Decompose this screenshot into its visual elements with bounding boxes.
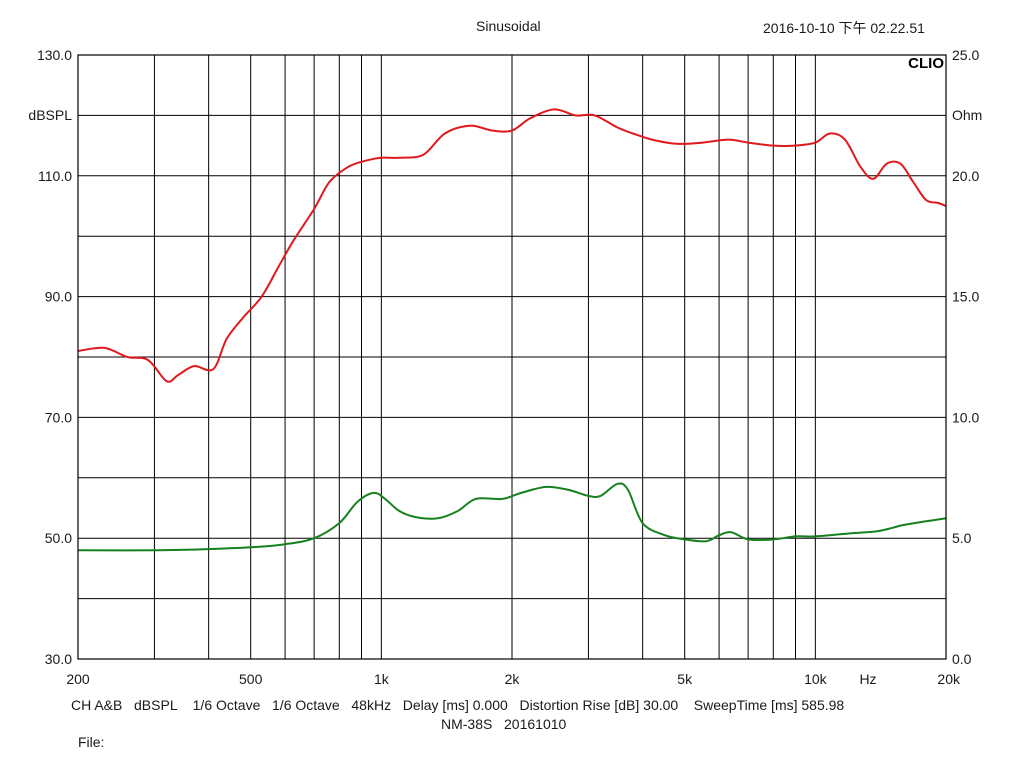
y-tick-label-left: 70.0 — [45, 409, 72, 425]
axis-labels: 130.0 110.0 90.0 70.0 50.0 30.0 25.0 20.0 15.0 10… — [28, 47, 982, 687]
footer-device-line: NM-38S 20161010 — [441, 716, 567, 732]
x-tick-label: 2k — [505, 671, 521, 687]
x-tick-label: 20k — [937, 671, 961, 687]
x-tick-label: 10k — [804, 671, 828, 687]
y-tick-label-left: 90.0 — [45, 289, 72, 305]
y-tick-label-left: 130.0 — [37, 47, 72, 63]
chart-datetime: 2016-10-10 下午 02.22.51 — [763, 20, 925, 36]
series-line-green — [77, 482, 947, 552]
x-tick-label: 200 — [66, 671, 90, 687]
chart-title: Sinusoidal — [476, 18, 541, 34]
y-tick-label-right: 15.0 — [952, 289, 979, 305]
y-tick-label-right: 10.0 — [952, 409, 979, 425]
y-axis-label-right: Ohm — [952, 107, 982, 123]
y-tick-label-right: 20.0 — [952, 168, 979, 184]
footer-file-line: File: — [78, 734, 105, 750]
y-tick-label-left: 30.0 — [45, 651, 72, 667]
chart-grid — [78, 55, 946, 659]
series-layer — [77, 108, 947, 552]
footer-settings-line: CH A&B dBSPL 1/6 Octave 1/6 Octave 48kHz… — [71, 697, 845, 713]
y-tick-label-right: 25.0 — [952, 47, 979, 63]
x-tick-label: 5k — [677, 671, 693, 687]
plot-frame — [77, 54, 947, 660]
y-tick-label-right: 0.0 — [952, 651, 972, 667]
x-tick-label: 500 — [239, 671, 263, 687]
brand-logo: CLIO — [908, 55, 944, 72]
y-tick-label-left: 110.0 — [38, 168, 72, 184]
y-axis-label-left: dBSPL — [28, 107, 72, 123]
y-tick-label-right: 5.0 — [952, 530, 972, 546]
x-axis-unit-label: Hz — [859, 671, 876, 687]
series-line-red — [77, 108, 947, 383]
y-tick-label-left: 50.0 — [45, 530, 72, 546]
x-tick-label: 1k — [374, 671, 390, 687]
